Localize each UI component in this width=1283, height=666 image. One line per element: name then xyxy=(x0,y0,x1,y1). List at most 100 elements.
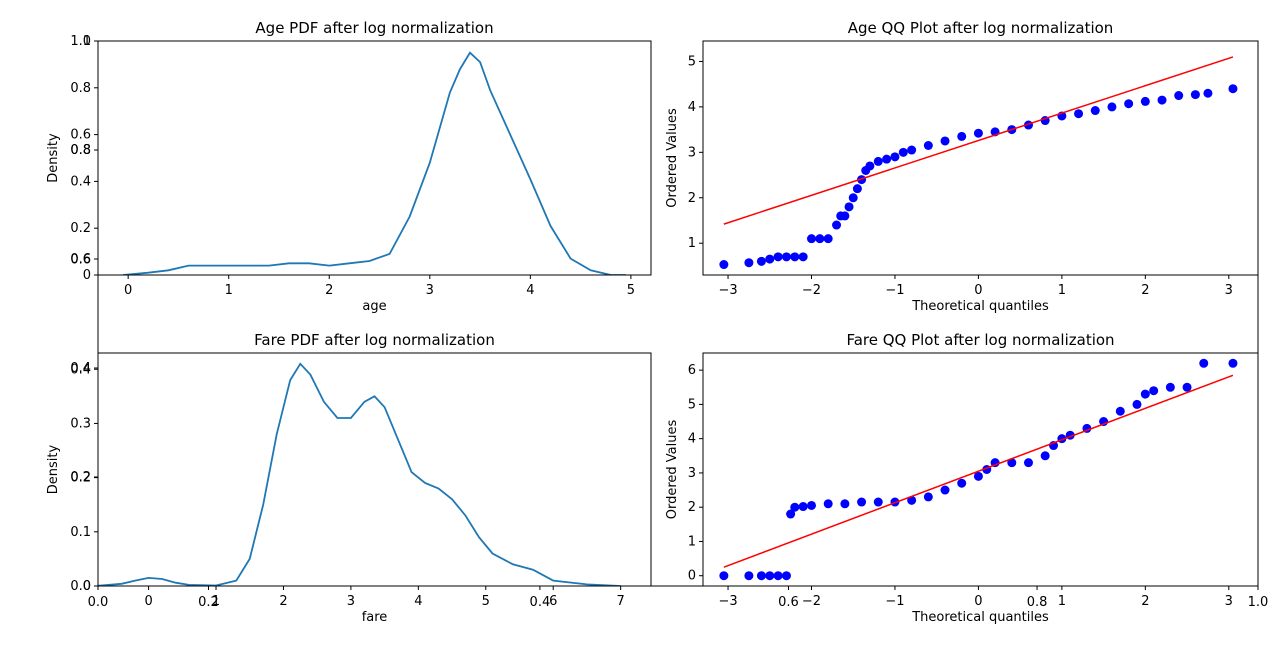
data-point xyxy=(781,571,791,581)
data-point xyxy=(840,499,850,509)
xtick-label: −1 xyxy=(885,594,904,609)
data-point xyxy=(923,492,933,502)
data-point xyxy=(786,509,796,519)
data-point xyxy=(882,154,892,164)
background-axes: 0.00.20.40.60.81.00.0 0.2 0.4 0.6 0.8 1.0 xyxy=(70,34,1268,610)
data-point xyxy=(898,147,908,157)
data-point xyxy=(1074,109,1084,119)
ytick-label: 0.4 xyxy=(70,174,91,189)
data-point xyxy=(907,145,917,155)
xtick-label: 7 xyxy=(617,594,625,609)
ytick-label: 0 xyxy=(83,579,91,594)
ytick-label: 5 xyxy=(688,397,696,412)
x-axis-label: fare xyxy=(362,610,388,625)
subplot-4: −3 −2 −1 0 1 2 3 0 1 2 3 4 5 6 Fare QQ Plot after log … xyxy=(665,331,1259,625)
data-point xyxy=(973,128,983,138)
ytick-label: 0.1 xyxy=(70,525,91,540)
fit-line xyxy=(723,374,1234,568)
data-point xyxy=(765,571,775,581)
data-point xyxy=(1140,389,1150,399)
data-point xyxy=(990,458,1000,468)
ytick-label: 5 xyxy=(688,54,696,69)
ytick-label: 0.6 xyxy=(70,128,91,143)
data-point xyxy=(806,500,816,510)
background-ytick-label: 0.2 xyxy=(70,470,91,485)
axes-frame xyxy=(97,40,652,276)
data-point xyxy=(1115,406,1125,416)
data-point xyxy=(923,141,933,151)
xtick-label: 3 xyxy=(1225,594,1233,609)
data-point xyxy=(806,234,816,244)
ytick-label: 6 xyxy=(688,363,696,378)
xtick-label: 3 xyxy=(426,283,434,298)
data-point xyxy=(823,499,833,509)
data-point xyxy=(719,571,729,581)
data-point xyxy=(907,495,917,505)
data-point xyxy=(798,502,808,512)
data-point xyxy=(719,260,729,270)
ytick-label: 2 xyxy=(688,500,696,515)
data-point xyxy=(765,254,775,264)
data-point xyxy=(790,502,800,512)
background-xtick-label: 0.6 xyxy=(778,595,799,610)
data-point xyxy=(756,571,766,581)
data-point xyxy=(1132,399,1142,409)
data-point xyxy=(1090,106,1100,116)
ytick-label: 3 xyxy=(688,466,696,481)
data-point xyxy=(873,156,883,166)
ytick-label: 1 xyxy=(688,534,696,549)
data-point xyxy=(844,202,854,212)
background-xtick-label: 0.2 xyxy=(198,595,219,610)
xtick-label: −1 xyxy=(885,283,904,298)
data-point xyxy=(1040,451,1050,461)
xtick-label: 2 xyxy=(325,283,333,298)
data-point xyxy=(857,497,867,507)
data-point xyxy=(1182,382,1192,392)
x-axis-label: age xyxy=(362,299,386,314)
data-point xyxy=(957,478,967,488)
data-point xyxy=(815,234,825,244)
data-point xyxy=(973,471,983,481)
xtick-label: 2 xyxy=(279,594,287,609)
data-point xyxy=(1228,84,1238,94)
data-point xyxy=(1140,96,1150,106)
ytick-label: 3 xyxy=(688,145,696,160)
axes-frame xyxy=(97,352,652,587)
overlap-ytick-label: 0.8 xyxy=(70,143,91,158)
ytick-label: 0 xyxy=(688,569,696,584)
data-point xyxy=(1157,95,1167,105)
data-point xyxy=(773,571,783,581)
background-xtick-label: 1.0 xyxy=(1248,595,1269,610)
data-point xyxy=(1107,102,1117,112)
xtick-label: 6 xyxy=(549,594,557,609)
xtick-label: −3 xyxy=(718,594,737,609)
data-point xyxy=(756,256,766,266)
y-axis-label: Ordered Values xyxy=(665,108,680,208)
data-point xyxy=(890,152,900,162)
x-axis-label: Theoretical quantiles xyxy=(911,299,1049,314)
ytick-label: 4 xyxy=(688,432,696,447)
data-point xyxy=(848,193,858,203)
fit-line xyxy=(723,56,1234,225)
data-point xyxy=(798,252,808,262)
data-point xyxy=(865,161,875,171)
xtick-label: 1 xyxy=(1058,283,1066,298)
y-axis-label: Ordered Values xyxy=(665,420,680,520)
ytick-label: 0.8 xyxy=(70,81,91,96)
xtick-label: 4 xyxy=(414,594,422,609)
data-point xyxy=(1228,358,1238,368)
data-point xyxy=(940,485,950,495)
data-point xyxy=(744,258,754,268)
xtick-label: 0 xyxy=(974,283,982,298)
axes-frame xyxy=(702,352,1259,587)
density-line xyxy=(123,51,626,275)
xtick-label: 1 xyxy=(1058,594,1066,609)
xtick-label: −3 xyxy=(718,283,737,298)
background-ytick-label: 0.4 xyxy=(70,361,91,376)
data-point xyxy=(832,220,842,230)
data-point xyxy=(1174,91,1184,101)
data-point xyxy=(781,252,791,262)
subplot-2: −3 −2 −1 0 1 2 3 1 2 3 4 5 Age QQ Plot after log nor… xyxy=(665,19,1259,314)
